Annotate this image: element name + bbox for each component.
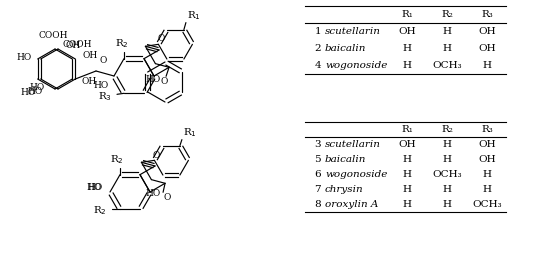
Text: baicalin: baicalin [325,155,366,164]
Text: OH: OH [82,51,97,59]
Text: 1: 1 [314,27,321,36]
Text: HO: HO [87,183,102,193]
Text: 5: 5 [314,155,321,164]
Text: R₁: R₁ [401,10,413,19]
Text: H: H [443,155,452,164]
Text: 6: 6 [314,170,321,179]
Text: baicalin: baicalin [325,44,366,53]
Text: R$_3$: R$_3$ [98,90,112,103]
Text: H: H [403,61,412,70]
Text: OH: OH [66,41,81,51]
Text: H: H [443,200,452,209]
Text: HO: HO [94,81,109,90]
Text: oroxylin A: oroxylin A [325,200,378,209]
Text: OCH₃: OCH₃ [472,200,502,209]
Text: HO: HO [88,183,103,192]
Text: 3: 3 [314,140,321,149]
Text: COOH: COOH [38,31,68,40]
Text: O: O [153,151,160,160]
Text: OH: OH [81,76,97,86]
Text: H: H [483,185,492,194]
Text: HO: HO [146,189,161,198]
Text: OH: OH [398,140,416,149]
Text: wogonoside: wogonoside [325,170,387,179]
Text: 4: 4 [314,61,321,70]
Text: H: H [403,44,412,53]
Text: OCH₃: OCH₃ [432,170,462,179]
Text: OH: OH [478,140,496,149]
Text: R₃: R₃ [481,125,493,134]
Text: O: O [99,56,107,65]
Text: R$_1$: R$_1$ [183,126,197,139]
Text: 8: 8 [314,200,321,209]
Text: 7: 7 [314,185,321,194]
Text: scutellarin: scutellarin [325,140,381,149]
Text: HO: HO [146,75,161,84]
Text: HO: HO [27,87,42,96]
Text: OH: OH [478,44,496,53]
Text: R₂: R₂ [441,125,453,134]
Text: HO: HO [16,53,32,61]
Text: chrysin: chrysin [325,185,364,194]
Text: H: H [443,185,452,194]
Text: OH: OH [478,27,496,36]
Text: H: H [403,200,412,209]
Text: R$_2$: R$_2$ [115,37,129,50]
Text: HO: HO [21,88,36,97]
Text: R$_2$: R$_2$ [110,153,124,166]
Text: O: O [163,193,171,202]
Text: H: H [443,140,452,149]
Text: R₁: R₁ [401,125,413,134]
Text: 2: 2 [314,44,321,53]
Text: H: H [483,61,492,70]
Text: OH: OH [478,155,496,164]
Text: HO: HO [30,83,45,91]
Text: O: O [157,34,165,43]
Text: H: H [403,155,412,164]
Text: R$_1$: R$_1$ [187,9,201,22]
Text: OH: OH [398,27,416,36]
Text: R$_2$: R$_2$ [93,204,107,217]
Text: H: H [403,170,412,179]
Text: scutellarin: scutellarin [325,27,381,36]
Text: R₂: R₂ [441,10,453,19]
Text: COOH: COOH [63,40,92,49]
Text: H: H [403,185,412,194]
Text: H: H [443,27,452,36]
Text: O: O [160,77,168,86]
Text: OCH₃: OCH₃ [432,61,462,70]
Text: wogonoside: wogonoside [325,61,387,70]
Text: H: H [443,44,452,53]
Text: R₃: R₃ [481,10,493,19]
Text: H: H [483,170,492,179]
